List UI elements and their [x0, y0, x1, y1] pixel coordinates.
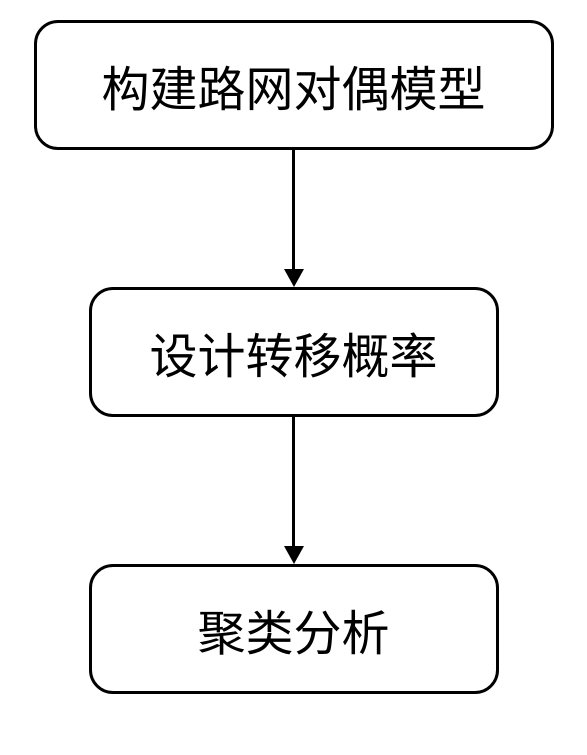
arrow-head-icon: [284, 269, 304, 287]
arrow-line-icon: [292, 150, 295, 270]
flowchart-arrow-2: [284, 417, 304, 564]
flowchart-container: 构建路网对偶模型 设计转移概率 聚类分析: [0, 20, 587, 694]
flowchart-arrow-1: [284, 150, 304, 287]
node-2-label: 设计转移概率: [149, 317, 437, 387]
flowchart-node-2: 设计转移概率: [89, 287, 499, 417]
arrow-line-icon: [292, 417, 295, 547]
node-3-label: 聚类分析: [197, 594, 389, 664]
node-1-label: 构建路网对偶模型: [101, 50, 485, 120]
flowchart-node-3: 聚类分析: [89, 564, 499, 694]
arrow-head-icon: [284, 546, 304, 564]
flowchart-node-1: 构建路网对偶模型: [34, 20, 554, 150]
